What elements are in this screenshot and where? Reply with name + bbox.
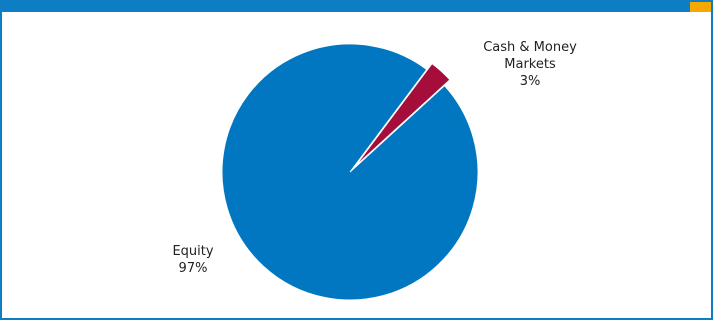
pie-slice — [221, 43, 479, 301]
slice-label: Cash & Money Markets 3% — [460, 39, 600, 90]
header-bar — [0, 0, 713, 12]
value-label: 97% — [178, 261, 208, 276]
pie — [221, 43, 479, 301]
category-label: Cash & Money Markets — [483, 40, 577, 72]
pie-slice — [354, 62, 451, 167]
slice-label: Equity 97% — [123, 243, 263, 277]
header-badge — [690, 0, 713, 12]
category-label: Equity — [172, 244, 214, 259]
value-label: 3% — [519, 74, 541, 89]
